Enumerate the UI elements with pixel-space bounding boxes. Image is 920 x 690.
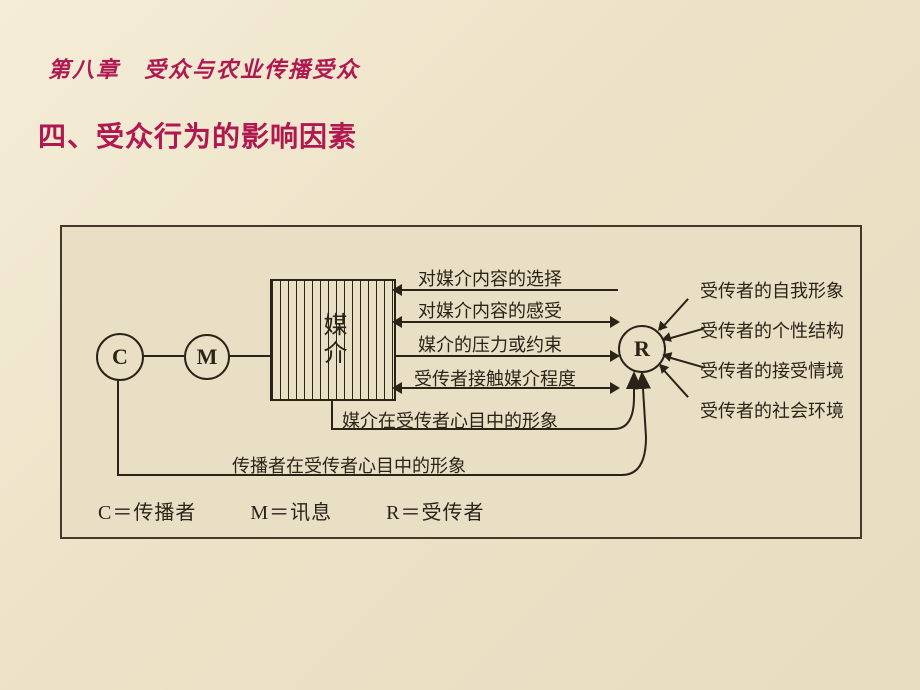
ray-3 xyxy=(664,355,705,368)
label-f2: 受传者的个性结构 xyxy=(700,317,844,343)
label-a5: 媒介在受传者心目中的形象 xyxy=(342,407,558,433)
media-label: 媒介 xyxy=(320,312,344,368)
ray-4 xyxy=(659,365,689,398)
label-a2: 对媒介内容的感受 xyxy=(418,297,562,323)
label-f3: 受传者的接受情境 xyxy=(700,357,844,383)
node-m: M xyxy=(184,334,230,380)
diagram-frame: C M 媒介 R 对媒介内容的选择 对媒介内容的感受 媒介的压力或约束 受传者接… xyxy=(60,225,862,539)
line-c-m xyxy=(142,355,184,357)
node-c: C xyxy=(96,333,144,381)
chapter-title: 第八章 受众与农业传播受众 xyxy=(48,52,360,84)
ray-1 xyxy=(659,298,689,331)
label-a1: 对媒介内容的选择 xyxy=(418,265,562,291)
line-m-media xyxy=(228,355,270,357)
section-title: 四、受众行为的影响因素 xyxy=(38,115,357,155)
label-f1: 受传者的自我形象 xyxy=(700,277,844,303)
legend-r: R＝受传者 xyxy=(386,502,484,524)
label-a3: 媒介的压力或约束 xyxy=(418,331,562,357)
ray-2 xyxy=(664,327,705,340)
label-a6: 传播者在受传者心目中的形象 xyxy=(232,452,466,478)
diagram: C M 媒介 R 对媒介内容的选择 对媒介内容的感受 媒介的压力或约束 受传者接… xyxy=(62,227,860,537)
legend-m: M＝讯息 xyxy=(250,502,332,524)
label-f4: 受传者的社会环境 xyxy=(700,397,844,423)
legend: C＝传播者 M＝讯息 R＝受传者 xyxy=(98,496,532,525)
legend-c: C＝传播者 xyxy=(98,502,196,524)
label-a4: 受传者接触媒介程度 xyxy=(414,365,576,391)
